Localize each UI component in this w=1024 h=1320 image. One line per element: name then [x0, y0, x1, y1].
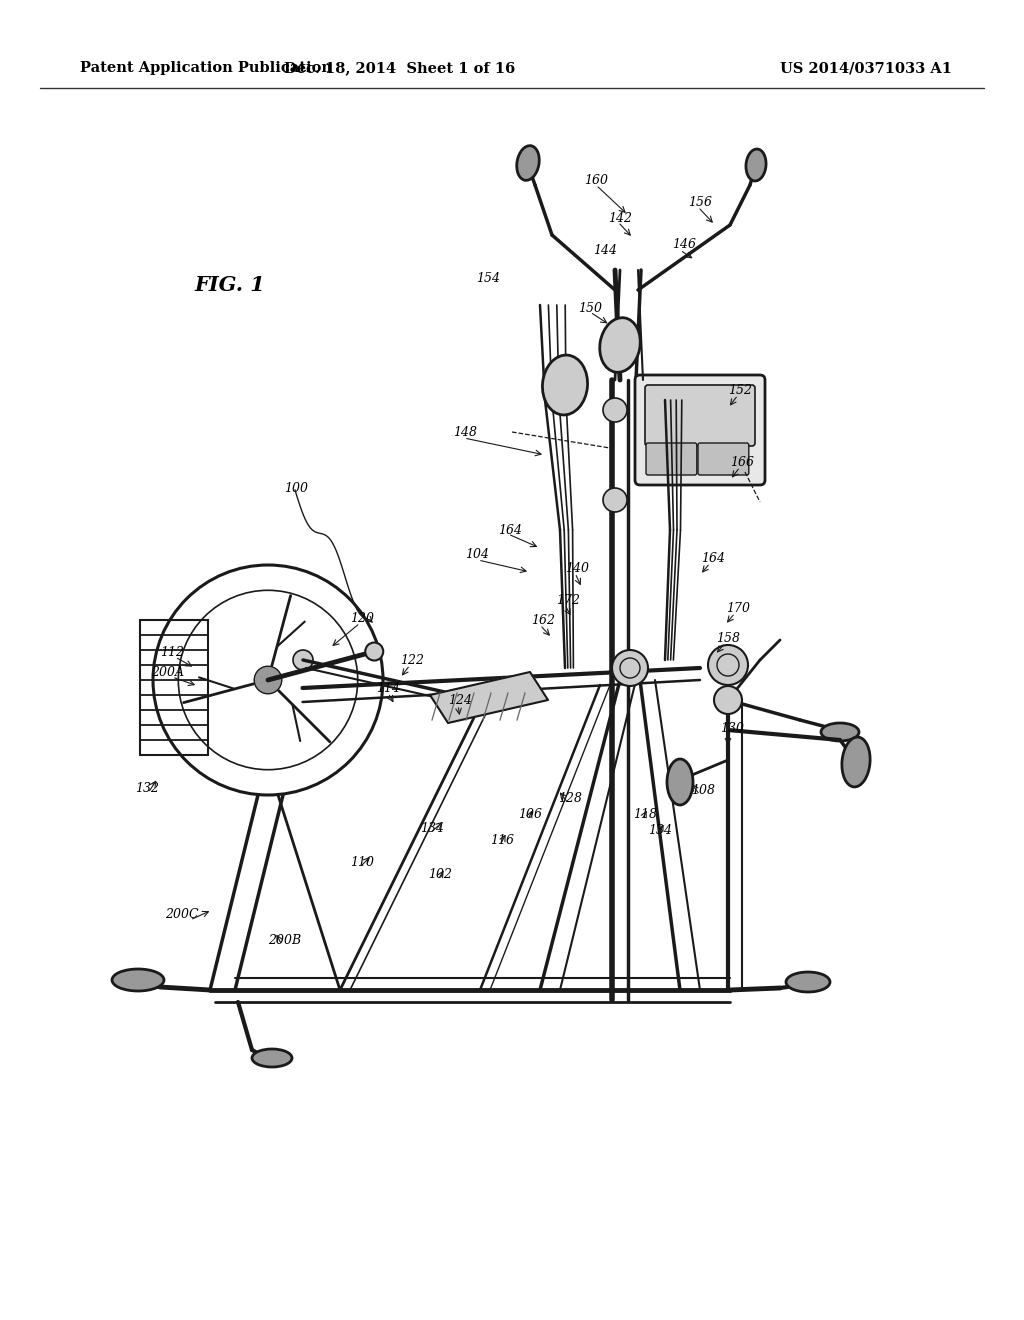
Text: 132: 132: [135, 781, 159, 795]
FancyBboxPatch shape: [646, 444, 696, 475]
FancyBboxPatch shape: [698, 444, 749, 475]
Text: 146: 146: [672, 239, 696, 252]
Text: US 2014/0371033 A1: US 2014/0371033 A1: [780, 61, 952, 75]
Text: 144: 144: [593, 243, 617, 256]
Bar: [140, 620, 208, 755]
Text: 122: 122: [400, 653, 424, 667]
Ellipse shape: [786, 972, 830, 993]
Circle shape: [293, 649, 313, 671]
Text: 200A: 200A: [152, 665, 184, 678]
Text: 112: 112: [160, 645, 184, 659]
Text: 108: 108: [691, 784, 715, 796]
Circle shape: [612, 649, 648, 686]
Circle shape: [254, 667, 282, 694]
Text: 150: 150: [578, 301, 602, 314]
Ellipse shape: [821, 723, 859, 741]
Text: 134: 134: [420, 821, 444, 834]
Text: FIG. 1: FIG. 1: [195, 275, 265, 294]
Text: 160: 160: [584, 173, 608, 186]
Text: 158: 158: [716, 631, 740, 644]
Ellipse shape: [745, 149, 766, 181]
Circle shape: [603, 488, 627, 512]
Text: 164: 164: [498, 524, 522, 536]
Text: 118: 118: [633, 808, 657, 821]
Text: 154: 154: [476, 272, 500, 285]
Text: 142: 142: [608, 211, 632, 224]
Text: 114: 114: [376, 681, 400, 694]
Polygon shape: [430, 672, 548, 723]
Text: Patent Application Publication: Patent Application Publication: [80, 61, 332, 75]
Text: 162: 162: [531, 614, 555, 627]
FancyBboxPatch shape: [635, 375, 765, 484]
Ellipse shape: [600, 318, 640, 372]
Text: 200C: 200C: [165, 908, 199, 921]
Text: 134: 134: [648, 824, 672, 837]
Text: 116: 116: [490, 833, 514, 846]
Text: 124: 124: [449, 693, 472, 706]
Text: 152: 152: [728, 384, 752, 396]
Text: 156: 156: [688, 195, 712, 209]
Ellipse shape: [842, 737, 870, 787]
Text: Dec. 18, 2014  Sheet 1 of 16: Dec. 18, 2014 Sheet 1 of 16: [285, 61, 516, 75]
Text: 140: 140: [565, 561, 589, 574]
Text: 102: 102: [428, 869, 452, 882]
Circle shape: [603, 399, 627, 422]
Circle shape: [708, 645, 748, 685]
Text: 170: 170: [726, 602, 750, 615]
FancyBboxPatch shape: [645, 385, 755, 446]
Circle shape: [714, 686, 742, 714]
Ellipse shape: [667, 759, 693, 805]
Text: 148: 148: [453, 425, 477, 438]
Text: 166: 166: [730, 455, 754, 469]
Ellipse shape: [252, 1049, 292, 1067]
Text: 106: 106: [518, 808, 542, 821]
Text: 200B: 200B: [268, 933, 301, 946]
Circle shape: [366, 643, 383, 660]
Text: 100: 100: [284, 482, 308, 495]
Ellipse shape: [112, 969, 164, 991]
Ellipse shape: [543, 355, 588, 414]
Text: 172: 172: [556, 594, 580, 606]
Text: 110: 110: [350, 855, 374, 869]
Text: 104: 104: [465, 549, 489, 561]
Text: 120: 120: [350, 611, 374, 624]
Text: 164: 164: [701, 552, 725, 565]
Text: 130: 130: [720, 722, 744, 734]
Ellipse shape: [517, 145, 540, 181]
Text: 128: 128: [558, 792, 582, 804]
